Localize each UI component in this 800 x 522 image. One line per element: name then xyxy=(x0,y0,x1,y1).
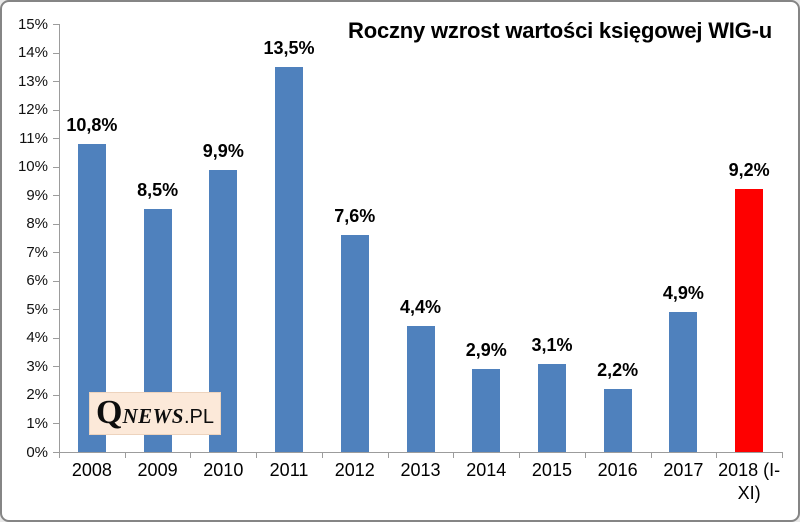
y-tick-label: 14% xyxy=(17,44,48,62)
bar-value-label: 4,9% xyxy=(662,283,704,304)
x-tick-mark xyxy=(321,453,323,458)
x-axis-label: 2013 xyxy=(400,460,441,480)
y-tick-mark xyxy=(53,109,59,111)
y-tick-label: 13% xyxy=(17,72,48,90)
bar-value-label: 10,8% xyxy=(66,114,118,135)
bar-value-label: 2,9% xyxy=(465,340,507,361)
bar-2014 xyxy=(472,369,501,452)
bar-value-label: 9,2% xyxy=(728,160,770,181)
y-tick-mark xyxy=(53,81,59,83)
y-tick-mark xyxy=(53,166,59,168)
bar-value-label: 8,5% xyxy=(137,180,179,201)
y-tick-mark xyxy=(53,394,59,396)
y-tick-mark xyxy=(53,337,59,339)
bar-2011 xyxy=(275,66,304,452)
watermark-qnews: Q NEWS .PL xyxy=(89,392,221,435)
y-tick-label: 1% xyxy=(26,414,48,432)
y-tick-label: 10% xyxy=(17,158,48,176)
x-tick-mark xyxy=(59,453,60,458)
y-tick-label: 11% xyxy=(19,129,48,147)
y-tick-mark xyxy=(53,195,59,197)
bar-value-label: 9,9% xyxy=(202,140,244,161)
x-axis-label: 2008 xyxy=(71,460,112,480)
x-axis-label: 2012 xyxy=(334,460,375,480)
x-tick-mark xyxy=(124,453,126,458)
y-tick-label: 2% xyxy=(26,386,48,404)
bar-2013 xyxy=(406,326,435,452)
y-tick-label: 6% xyxy=(26,272,48,290)
x-tick-mark xyxy=(256,453,258,458)
x-axis-label: 2011 xyxy=(269,460,309,480)
x-axis-label: 2015 xyxy=(531,460,572,480)
x-tick-mark xyxy=(453,453,455,458)
bar-2018 (I-XI) xyxy=(735,189,764,452)
y-tick-mark xyxy=(53,223,59,225)
y-tick-label: 9% xyxy=(26,186,48,204)
y-tick-mark xyxy=(53,366,59,368)
chart-title: Roczny wzrost wartości księgowej WIG-u xyxy=(348,18,772,43)
y-tick-label: 7% xyxy=(26,243,48,261)
x-axis-label: 2017 xyxy=(663,460,704,480)
y-tick-mark xyxy=(53,423,59,425)
watermark-pl-text: .PL xyxy=(183,406,214,428)
y-tick-mark xyxy=(53,280,59,282)
y-tick-label: 3% xyxy=(26,357,48,375)
bar-2012 xyxy=(340,235,369,452)
bar-value-label: 7,6% xyxy=(334,206,376,227)
y-tick-mark xyxy=(53,24,59,25)
bar-value-label: 13,5% xyxy=(263,37,315,58)
x-axis-label: 2009 xyxy=(137,460,178,480)
x-axis-label: 2010 xyxy=(203,460,244,480)
y-tick-label: 12% xyxy=(17,101,48,119)
x-axis-label: 2014 xyxy=(466,460,507,480)
watermark-news-text: NEWS xyxy=(122,404,184,428)
y-tick-label: 0% xyxy=(26,443,48,461)
y-axis-line xyxy=(59,24,60,452)
bar-2015 xyxy=(537,363,566,452)
x-tick-mark xyxy=(519,453,521,458)
bar-2017 xyxy=(669,312,698,452)
y-tick-label: 4% xyxy=(26,329,48,347)
y-tick-label: 15% xyxy=(17,15,48,33)
y-tick-label: 8% xyxy=(26,215,48,233)
x-tick-mark xyxy=(716,453,718,458)
bar-2016 xyxy=(603,389,632,452)
x-tick-mark xyxy=(387,453,389,458)
y-tick-mark xyxy=(53,138,59,140)
x-axis-line xyxy=(53,452,783,453)
bar-value-label: 2,2% xyxy=(597,360,639,381)
y-tick-mark xyxy=(53,52,59,54)
bar-value-label: 4,4% xyxy=(399,297,442,318)
y-tick-mark xyxy=(53,252,59,254)
bar-value-label: 3,1% xyxy=(531,334,573,355)
x-tick-mark xyxy=(584,453,586,458)
watermark-q-letter: Q xyxy=(95,394,123,431)
y-tick-mark xyxy=(53,309,59,311)
y-tick-mark xyxy=(53,452,59,453)
x-tick-mark xyxy=(190,453,192,458)
x-tick-mark xyxy=(782,453,783,458)
x-axis-label: 2018 (I- XI) xyxy=(718,460,781,503)
y-tick-label: 5% xyxy=(26,300,48,318)
x-axis-label: 2016 xyxy=(597,460,638,480)
x-tick-mark xyxy=(650,453,652,458)
